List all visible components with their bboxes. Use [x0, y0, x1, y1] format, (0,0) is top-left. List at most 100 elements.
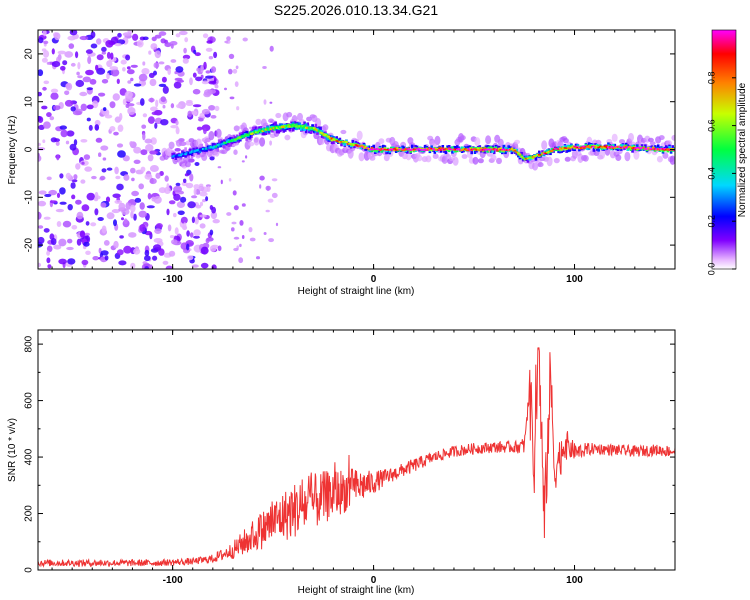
ridge-cell [491, 147, 494, 150]
noise-blob [228, 178, 232, 182]
ridge-cell [640, 146, 644, 149]
ridge-cell [525, 157, 528, 160]
ridge-cell [660, 147, 663, 150]
ridge-cell [200, 148, 203, 151]
ridge-cell [501, 149, 504, 151]
ridge-cell [451, 146, 454, 150]
ridge-cell [211, 143, 215, 148]
ridge-cell [366, 145, 369, 149]
noise-blob [93, 197, 99, 202]
ridge-cell [227, 140, 231, 143]
ridge-cell [546, 149, 549, 153]
ridge-cell [303, 125, 306, 128]
noise-blob [140, 149, 148, 156]
noise-blob [141, 81, 147, 86]
ridge-halo [595, 139, 602, 146]
noise-blob [43, 121, 51, 129]
ridge-cell [650, 148, 654, 150]
noise-blob [71, 225, 78, 230]
ridge-cell [611, 146, 615, 148]
noise-blob [265, 185, 271, 191]
ridge-cell [591, 145, 594, 148]
ridge-cell [529, 156, 533, 159]
noise-blob [191, 264, 199, 268]
noise-blob [173, 81, 182, 89]
ridge-cell [653, 147, 657, 150]
noise-blob [122, 32, 132, 37]
ridge-cell [502, 149, 506, 152]
noise-blob [116, 143, 124, 148]
noise-blob [202, 199, 206, 203]
ridge-cell [222, 141, 226, 149]
ridge-halo [201, 153, 208, 161]
noise-blob [79, 35, 89, 41]
ridge-cell [221, 142, 224, 145]
ridge-cell [369, 148, 372, 151]
ridge-cell [583, 146, 586, 149]
ridge-cell [513, 149, 517, 151]
snr-xtick-label: 0 [371, 575, 377, 586]
noise-blob [60, 129, 68, 138]
ridge-cell [274, 121, 277, 129]
noise-blob [67, 238, 73, 244]
ridge-halo [461, 154, 468, 159]
noise-blob [46, 257, 51, 264]
noise-blob [142, 36, 149, 41]
ridge-cell [607, 146, 610, 148]
noise-blob [96, 67, 106, 75]
noise-blob [150, 137, 157, 145]
ridge-cell [271, 125, 274, 133]
ridge-cell [470, 150, 473, 155]
ridge-cell [314, 123, 318, 131]
noise-blob [85, 221, 90, 226]
spectrogram-xtick-label: 100 [566, 274, 583, 285]
ridge-cell [472, 148, 475, 150]
ridge-cell [645, 148, 649, 150]
ridge-halo [358, 152, 365, 162]
ridge-cell [510, 148, 514, 151]
ridge-cell [341, 141, 345, 144]
noise-blob [92, 100, 99, 109]
ridge-cell [367, 148, 371, 150]
snr-ytick-label: 400 [24, 448, 35, 465]
ridge-cell [489, 148, 493, 150]
noise-blob [158, 248, 165, 256]
noise-blob [201, 108, 211, 115]
noise-blob [114, 43, 122, 47]
noise-blob [173, 185, 183, 193]
noise-blob [220, 179, 223, 185]
noise-blob [249, 126, 252, 130]
ridge-cell [491, 149, 494, 153]
noise-blob [42, 86, 47, 91]
ridge-halo [452, 156, 459, 166]
ridge-cell [447, 148, 451, 150]
noise-blob [67, 258, 76, 265]
ridge-cell [546, 151, 549, 154]
ridge-cell [229, 139, 232, 142]
noise-blob [126, 69, 135, 75]
spectrogram-ytick-label: 0 [24, 146, 35, 152]
noise-blob [124, 90, 133, 99]
ridge-halo [248, 141, 255, 147]
noise-blob [165, 265, 173, 269]
ridge-cell [489, 146, 493, 150]
ridge-cell [454, 148, 457, 151]
ridge-cell [468, 145, 472, 150]
noise-blob [59, 173, 64, 179]
ridge-cell [592, 144, 596, 147]
ridge-cell [542, 151, 546, 154]
noise-blob [68, 43, 75, 49]
noise-blob [259, 184, 262, 189]
ridge-cell [197, 148, 200, 151]
ridge-cell [554, 148, 557, 150]
noise-blob [130, 204, 136, 213]
ridge-cell [478, 146, 482, 150]
snr-frame [37, 329, 676, 571]
ridge-cell [507, 145, 510, 150]
noise-blob [90, 222, 97, 227]
noise-blob [38, 91, 42, 97]
ridge-cell [599, 146, 602, 150]
ridge-cell [353, 143, 356, 146]
ridge-cell [386, 148, 390, 151]
noise-blob [101, 168, 107, 173]
